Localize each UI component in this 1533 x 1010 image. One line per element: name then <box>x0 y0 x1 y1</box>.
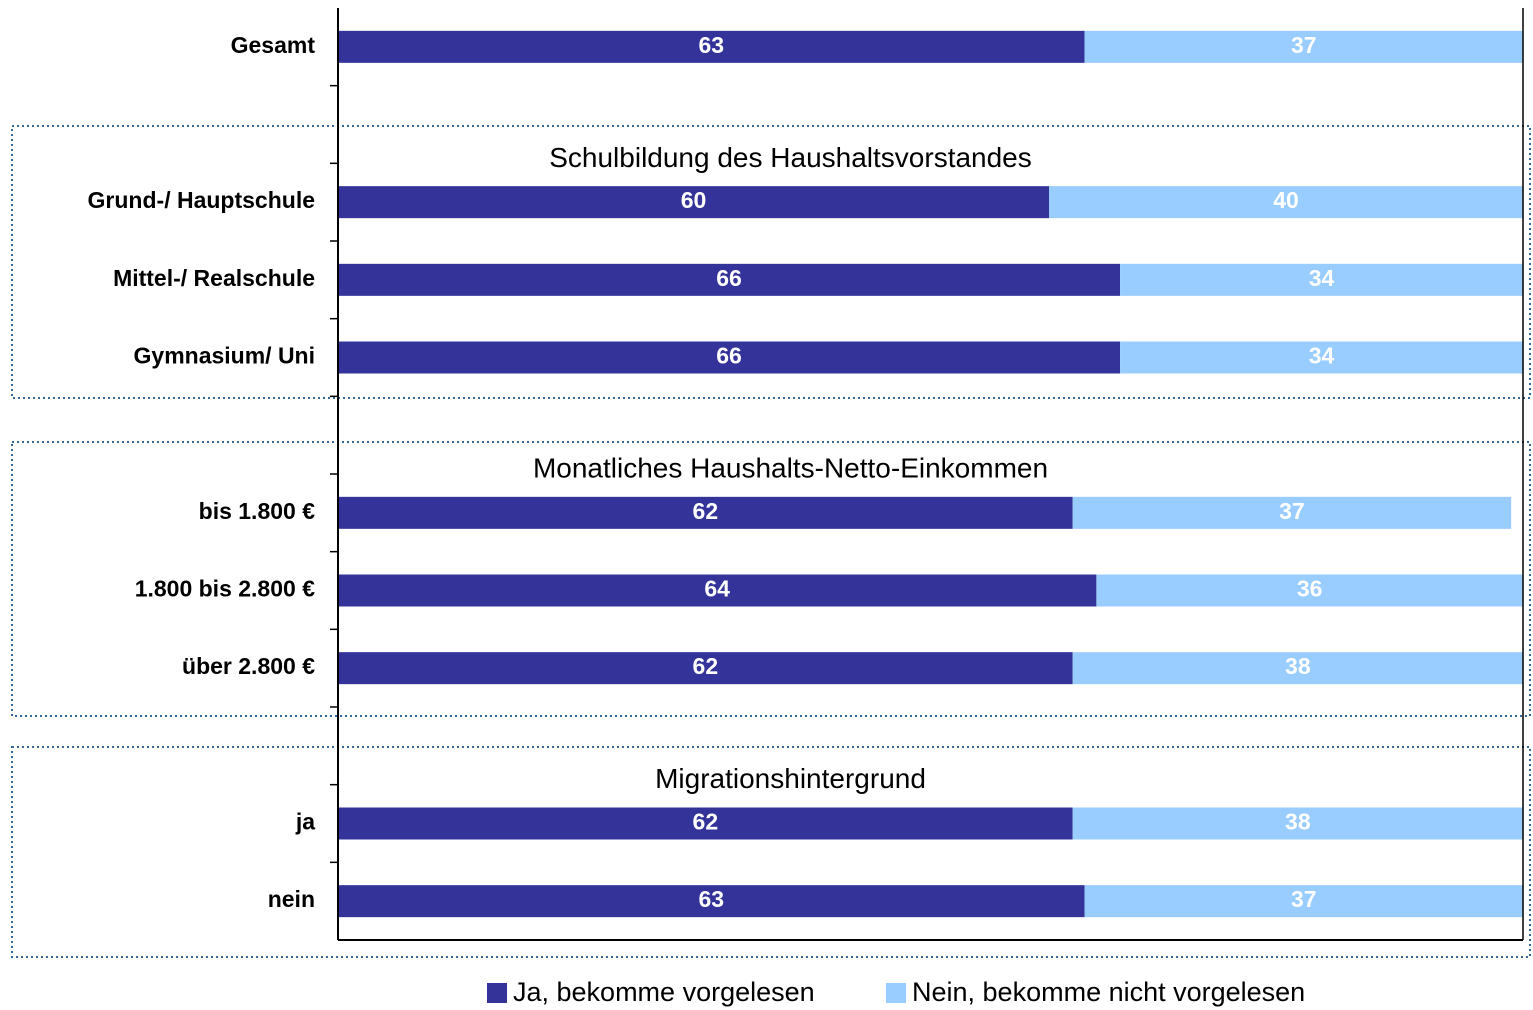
data-label: 37 <box>1291 32 1317 58</box>
data-label: 66 <box>716 343 742 369</box>
group-title: Migrationshintergrund <box>655 763 926 794</box>
data-label: 62 <box>693 809 719 835</box>
bar-segment <box>338 807 1073 840</box>
bar-segment <box>338 341 1121 374</box>
y-tick-label: über 2.800 € <box>182 653 315 679</box>
group-frames <box>11 125 1531 958</box>
data-label: 40 <box>1273 187 1299 213</box>
y-tick-label: Grund-/ Hauptschule <box>88 187 315 213</box>
bar-segment <box>338 496 1073 529</box>
bar-segment <box>1084 885 1523 918</box>
y-tick-label: Gymnasium/ Uni <box>134 343 315 369</box>
group-frame <box>11 746 1531 958</box>
data-label: 63 <box>698 32 724 58</box>
bar-segment <box>338 885 1085 918</box>
bar-segment <box>338 263 1121 296</box>
bar-segment <box>338 30 1085 63</box>
data-label: 38 <box>1285 809 1311 835</box>
data-label: 37 <box>1291 886 1317 912</box>
y-tick-label: 1.800 bis 2.800 € <box>135 576 316 602</box>
bar-segment <box>338 186 1049 219</box>
bar-segment <box>1049 186 1523 219</box>
data-label: 60 <box>681 187 707 213</box>
legend-swatch <box>886 983 906 1003</box>
group-title: Monatliches Haushalts-Netto-Einkommen <box>533 453 1048 484</box>
group-frame <box>11 441 1531 717</box>
data-label: 62 <box>693 653 719 679</box>
data-label: 66 <box>716 265 742 291</box>
bar-segment <box>338 652 1073 685</box>
data-label: 64 <box>704 576 730 602</box>
bar-segment <box>1072 807 1523 840</box>
data-label: 63 <box>698 886 724 912</box>
y-tick-label: nein <box>268 886 315 912</box>
bar-segment <box>1084 30 1523 63</box>
y-tick-label: ja <box>295 809 315 835</box>
legend-swatch <box>487 983 507 1003</box>
data-label: 62 <box>693 498 719 524</box>
bar-segment <box>338 574 1097 607</box>
bar-segment <box>1120 341 1523 374</box>
data-label: 34 <box>1309 343 1335 369</box>
y-tick-label: bis 1.800 € <box>199 498 316 524</box>
bar-segment <box>1096 574 1523 607</box>
data-label: 34 <box>1309 265 1335 291</box>
data-label: 37 <box>1279 498 1305 524</box>
legend-label: Nein, bekomme nicht vorgelesen <box>912 977 1305 1007</box>
bar-segment <box>1120 263 1523 296</box>
y-tick-label: Mittel-/ Realschule <box>113 265 315 291</box>
data-label: 36 <box>1297 576 1323 602</box>
group-title: Schulbildung des Haushaltsvorstandes <box>549 142 1032 173</box>
y-tick-label: Gesamt <box>231 32 316 58</box>
bar-segment <box>1072 652 1523 685</box>
legend-label: Ja, bekomme vorgelesen <box>513 977 815 1007</box>
bar-segment <box>1072 496 1512 529</box>
data-label: 38 <box>1285 653 1311 679</box>
